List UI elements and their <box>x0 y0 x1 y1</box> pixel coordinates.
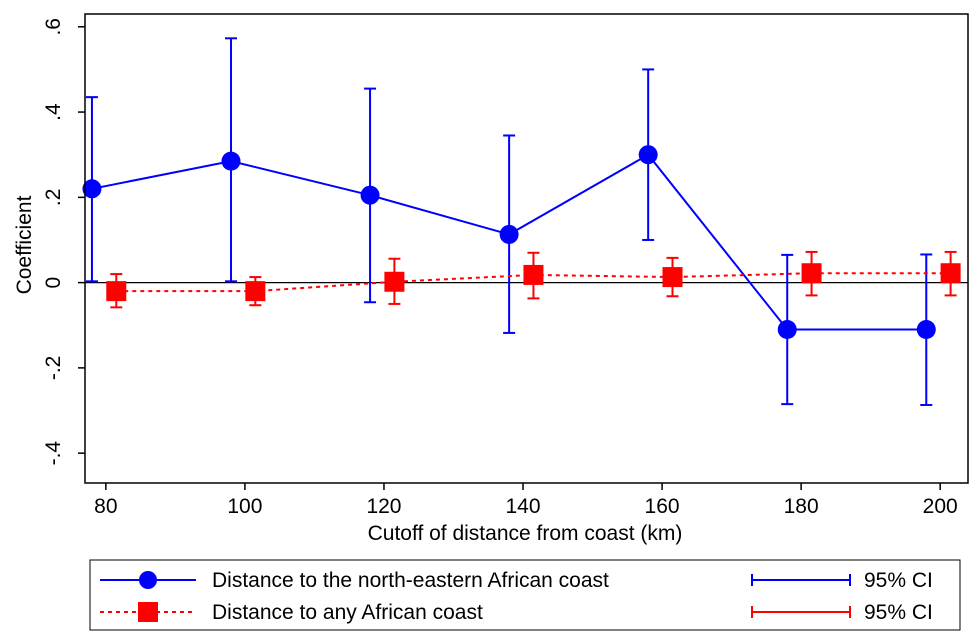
data-point-red <box>245 281 266 302</box>
y-tick-label: .4 <box>42 103 65 121</box>
legend-red-square-marker <box>138 602 158 622</box>
axes: 80 100 120 140 160 180 200 -.4 -.2 0 .2 .4 .6 <box>42 13 969 518</box>
x-tick-label: 140 <box>506 495 541 518</box>
x-tick-label: 120 <box>366 495 401 518</box>
legend-entry-blue-ci: 95% CI <box>751 569 933 592</box>
data-point-blue <box>777 320 797 340</box>
legend-red-ci-label: 95% CI <box>864 601 933 624</box>
data-point-blue <box>499 224 519 244</box>
legend-blue-ci-label: 95% CI <box>864 569 933 592</box>
plot-area <box>82 37 968 406</box>
data-point-red <box>523 264 544 285</box>
data-point-red <box>384 271 405 292</box>
x-tick-label: 200 <box>923 495 958 518</box>
legend-blue-circle-marker <box>139 571 157 589</box>
data-point-blue <box>360 185 380 205</box>
legend-red-series-label: Distance to any African coast <box>212 601 483 624</box>
y-tick-label: -.4 <box>42 441 65 466</box>
legend-entry-blue-series: Distance to the north-eastern African co… <box>100 569 609 592</box>
data-point-red <box>940 263 961 284</box>
plot-frame <box>84 13 969 484</box>
legend-blue-series-label: Distance to the north-eastern African co… <box>212 569 609 592</box>
legend-entry-red-series: Distance to any African coast <box>100 601 483 624</box>
legend-entry-red-ci: 95% CI <box>751 601 933 624</box>
x-tick-label: 180 <box>784 495 819 518</box>
y-tick-label: .2 <box>42 189 65 207</box>
x-tick-label: 160 <box>645 495 680 518</box>
data-point-blue <box>82 179 102 199</box>
legend-box <box>89 559 961 631</box>
y-tick-label: 0 <box>42 277 65 289</box>
data-point-blue <box>916 320 936 340</box>
y-tick-label: .6 <box>42 18 65 36</box>
x-axis-title: Cutoff of distance from coast (km) <box>368 522 683 545</box>
x-tick-label: 80 <box>94 495 117 518</box>
data-point-red <box>106 281 127 302</box>
legend: Distance to the north-eastern African co… <box>89 559 961 631</box>
series-blue <box>82 37 936 406</box>
y-tick-label: -.2 <box>42 356 65 381</box>
y-axis-title: Coefficient <box>13 195 36 294</box>
data-point-red <box>662 267 683 288</box>
data-point-blue <box>638 145 658 165</box>
x-tick-label: 100 <box>227 495 262 518</box>
data-point-blue <box>221 151 241 171</box>
data-point-red <box>801 263 822 284</box>
series-red <box>106 250 961 309</box>
